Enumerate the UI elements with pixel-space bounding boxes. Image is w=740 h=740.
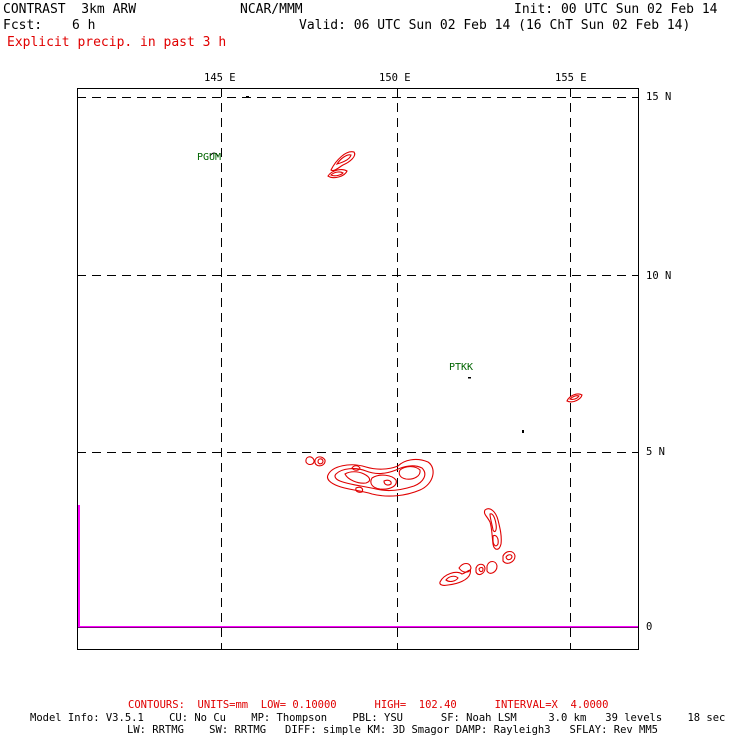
contour-chain-inner — [492, 534, 499, 547]
lat-label-0: 0 — [646, 621, 653, 633]
contour-cell — [486, 560, 498, 574]
contour-cell — [566, 393, 583, 403]
valid-time: Valid: 06 UTC Sun 02 Feb 14 (16 ChT Sun … — [299, 18, 691, 33]
lon-label-150e: 150 E — [379, 72, 411, 84]
contour-cell — [445, 575, 459, 583]
map-frame — [77, 88, 639, 650]
init-time: Init: 00 UTC Sun 02 Feb 14 — [514, 2, 718, 17]
contour-info: CONTOURS: UNITS=mm LOW= 0.10000 HIGH= 10… — [128, 699, 609, 711]
forecast-value: 6 h — [72, 18, 96, 33]
contour-cell — [317, 458, 324, 465]
contour-cell — [439, 569, 472, 586]
contour-chain-inner — [489, 513, 497, 533]
contour-cell — [475, 563, 486, 576]
contour-cell — [458, 562, 472, 573]
lat-label-10n: 10 N — [646, 270, 672, 282]
model-info-line-2: LW: RRTMG SW: RRTMG DIFF: simple KM: 3D … — [127, 724, 659, 736]
contour-cell — [502, 550, 516, 564]
contour-cell — [355, 486, 364, 493]
coastlines — [209, 96, 524, 433]
contour-cell — [505, 554, 513, 561]
field-title: Explicit precip. in past 3 h — [7, 35, 227, 50]
island-pohnpei-atoll — [522, 430, 524, 433]
contour-band-core — [351, 465, 361, 471]
profile-line — [78, 505, 638, 628]
org-label: NCAR/MMM — [240, 2, 303, 17]
station-pgum: PGUM — [197, 152, 222, 163]
contour-cell — [335, 154, 352, 165]
model-info-line-1: Model Info: V3.5.1 CU: No Cu MP: Thompso… — [30, 712, 726, 724]
contour-cell — [568, 395, 580, 400]
contour-band-mid — [334, 465, 426, 491]
contour-cell — [327, 169, 348, 179]
station-ptkk: PTKK — [449, 362, 474, 373]
island-farallon — [246, 96, 249, 98]
contour-cell — [330, 171, 344, 177]
island-chuuk — [468, 377, 471, 379]
island-guam — [209, 152, 219, 157]
lat-label-5n: 5 N — [646, 446, 665, 458]
lon-label-145e: 145 E — [204, 72, 236, 84]
contour-cell — [305, 456, 315, 465]
contour-cell — [330, 151, 356, 172]
contour-cell — [478, 566, 484, 573]
contour-band-inner — [398, 466, 421, 480]
contour-cell — [314, 456, 326, 467]
forecast-label: Fcst: — [3, 18, 43, 33]
lat-lon-grid — [77, 88, 639, 650]
contour-band-core — [383, 479, 392, 486]
contour-chain — [483, 508, 502, 550]
contour-band-inner — [344, 471, 371, 484]
contour-band-inner — [370, 474, 397, 490]
lat-label-15n: 15 N — [646, 91, 672, 103]
contour-band-outer — [326, 458, 434, 497]
precip-contours — [305, 151, 583, 586]
lon-label-155e: 155 E — [555, 72, 587, 84]
model-title: CONTRAST 3km ARW — [3, 2, 137, 17]
